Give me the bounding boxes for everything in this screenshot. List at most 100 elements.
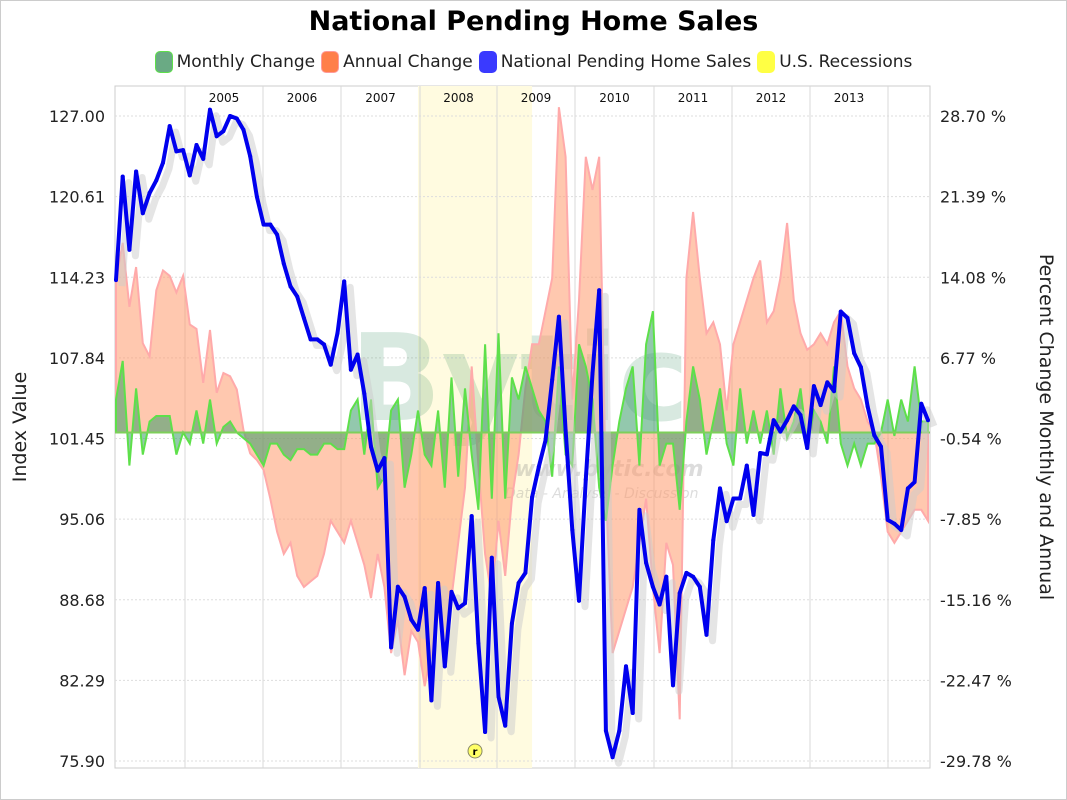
sales-point (288, 284, 293, 289)
left-tick-label: 127.00 (49, 107, 105, 126)
sales-point (469, 514, 474, 519)
sales-point (275, 232, 280, 237)
left-tick-label: 88.68 (59, 591, 105, 610)
sales-point (395, 584, 400, 589)
sales-point (114, 278, 118, 283)
sales-point (207, 107, 212, 112)
legend-swatch-monthly (154, 51, 173, 73)
sales-point (811, 384, 816, 389)
sales-point (167, 124, 172, 129)
sales-point (369, 444, 374, 449)
year-label: 2010 (599, 91, 630, 105)
recession-marker-icon (467, 743, 483, 759)
legend-swatch-annual (321, 51, 340, 73)
sales-point (563, 428, 568, 433)
legend-label: Monthly Change (176, 52, 316, 72)
legend-item-pending-home-sales[interactable]: National Pending Home Sales (478, 51, 752, 73)
sales-point (140, 211, 145, 216)
sales-point (181, 148, 186, 153)
sales-point (147, 190, 152, 195)
year-label: 2008 (443, 91, 474, 105)
sales-point (328, 362, 333, 367)
left-tick-label: 114.23 (49, 268, 105, 287)
sales-point (603, 728, 608, 733)
right-tick-label: 28.70 % (940, 107, 1006, 126)
sales-point (536, 464, 541, 469)
sales-point (865, 404, 870, 409)
chart-title: National Pending Home Sales (308, 6, 759, 37)
sales-point (650, 584, 655, 589)
sales-point (342, 279, 347, 284)
sales-point (254, 194, 259, 199)
pending-home-sales-line (114, 107, 930, 760)
sales-point (637, 507, 642, 512)
sales-point (731, 496, 736, 501)
sales-point (926, 418, 930, 423)
sales-point (771, 418, 776, 423)
monthly-change-area (115, 310, 929, 521)
sales-point (644, 560, 649, 565)
legend-swatch-sales (478, 51, 497, 73)
legend-item-monthly-change[interactable]: Monthly Change (154, 51, 316, 73)
year-label: 2012 (756, 91, 787, 105)
sales-point (187, 173, 192, 178)
sales-point (738, 496, 743, 501)
year-label: 2013 (834, 91, 865, 105)
sales-point (489, 555, 494, 560)
sales-point (879, 444, 884, 449)
sales-point (389, 645, 394, 650)
right-axis-title: Percent Change Monthly and Annual (1035, 254, 1057, 600)
sales-point (670, 683, 675, 688)
sales-point (362, 391, 367, 396)
sales-point (610, 755, 615, 760)
sales-point (503, 723, 508, 728)
year-label: 2005 (209, 91, 240, 105)
left-axis-title: Index Value (9, 372, 31, 483)
sales-point (717, 486, 722, 491)
sales-point (483, 729, 488, 734)
sales-point (127, 247, 132, 252)
sales-point (530, 495, 535, 500)
right-tick-label: -29.78 % (940, 752, 1012, 771)
sales-point (154, 178, 159, 183)
sales-point (892, 521, 897, 526)
sales-point (429, 698, 434, 703)
sales-point (308, 337, 313, 342)
sales-point (624, 664, 629, 669)
sales-point (791, 404, 796, 409)
sales-point (912, 480, 917, 485)
sales-point (415, 627, 420, 632)
sales-point (905, 486, 910, 491)
sales-point (462, 601, 467, 606)
sales-point (764, 452, 769, 457)
sales-point (798, 413, 803, 418)
sales-point (711, 538, 716, 543)
sales-point (785, 418, 790, 423)
sales-point (617, 728, 622, 733)
sales-point (744, 463, 749, 468)
sales-point (590, 371, 595, 376)
sales-point (348, 367, 353, 372)
sales-point (496, 694, 501, 699)
legend-item-annual-change[interactable]: Annual Change (321, 51, 473, 73)
sales-point (268, 222, 273, 227)
sales-point (556, 314, 561, 319)
sales-point (436, 581, 441, 586)
sales-point (375, 468, 380, 473)
sales-point (751, 512, 756, 517)
sales-point (315, 337, 320, 342)
sales-point (523, 570, 528, 575)
legend-label: U.S. Recessions (779, 52, 913, 72)
sales-point (322, 342, 327, 347)
legend-item-recessions[interactable]: U.S. Recessions (757, 51, 912, 73)
sales-point (818, 403, 823, 408)
sales-point (194, 143, 199, 148)
sales-point (697, 584, 702, 589)
sales-point (872, 433, 877, 438)
year-label: 2011 (678, 91, 709, 105)
sales-point (550, 377, 555, 382)
left-tick-label: 107.84 (49, 349, 105, 368)
legend-label: National Pending Home Sales (500, 52, 752, 72)
sales-point (919, 401, 924, 406)
